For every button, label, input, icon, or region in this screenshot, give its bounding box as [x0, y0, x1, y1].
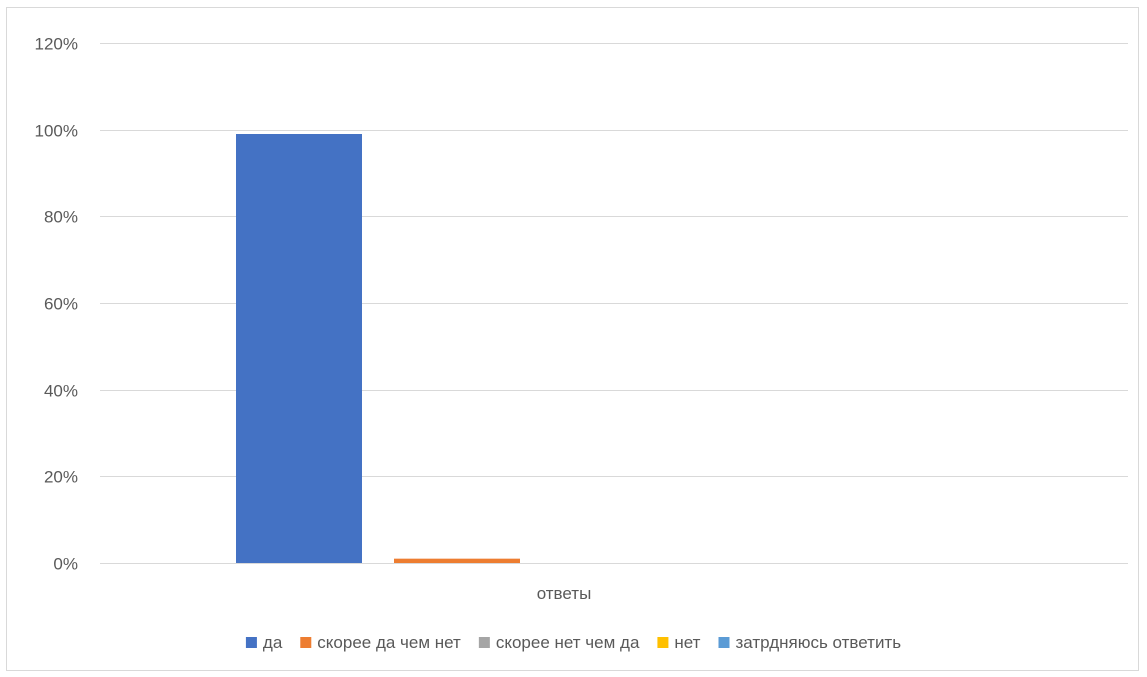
y-tick-label: 80%: [44, 208, 78, 227]
chart-frame: [6, 7, 1139, 671]
y-tick-label: 0%: [53, 555, 78, 574]
legend-label: да: [263, 633, 283, 652]
x-axis-tick-labels: ответы: [537, 584, 592, 603]
legend-swatch: [657, 637, 669, 648]
legend-label: затрдняюсь ответить: [735, 633, 901, 652]
legend-label: скорее нет чем да: [496, 633, 640, 652]
legend-swatch: [718, 637, 730, 648]
y-tick-label: 20%: [44, 468, 78, 487]
legend-label: скорее да чем нет: [317, 633, 461, 652]
y-tick-label: 40%: [44, 382, 78, 401]
y-axis-tick-labels: 0% 20% 40% 60% 80% 100% 120%: [35, 35, 78, 574]
legend-label: нет: [674, 633, 700, 652]
bar-1: [236, 134, 362, 563]
y-tick-label: 120%: [35, 35, 78, 54]
legend-swatch: [300, 637, 312, 648]
x-tick-label: ответы: [537, 584, 592, 603]
y-tick-label: 60%: [44, 295, 78, 314]
bars: [236, 134, 520, 563]
bar-2: [394, 558, 520, 563]
legend-swatch: [245, 637, 257, 648]
legend-swatch: [478, 637, 490, 648]
y-tick-label: 100%: [35, 122, 78, 141]
legend: да скорее да чем нет скорее нет чем да нет з…: [245, 633, 901, 652]
